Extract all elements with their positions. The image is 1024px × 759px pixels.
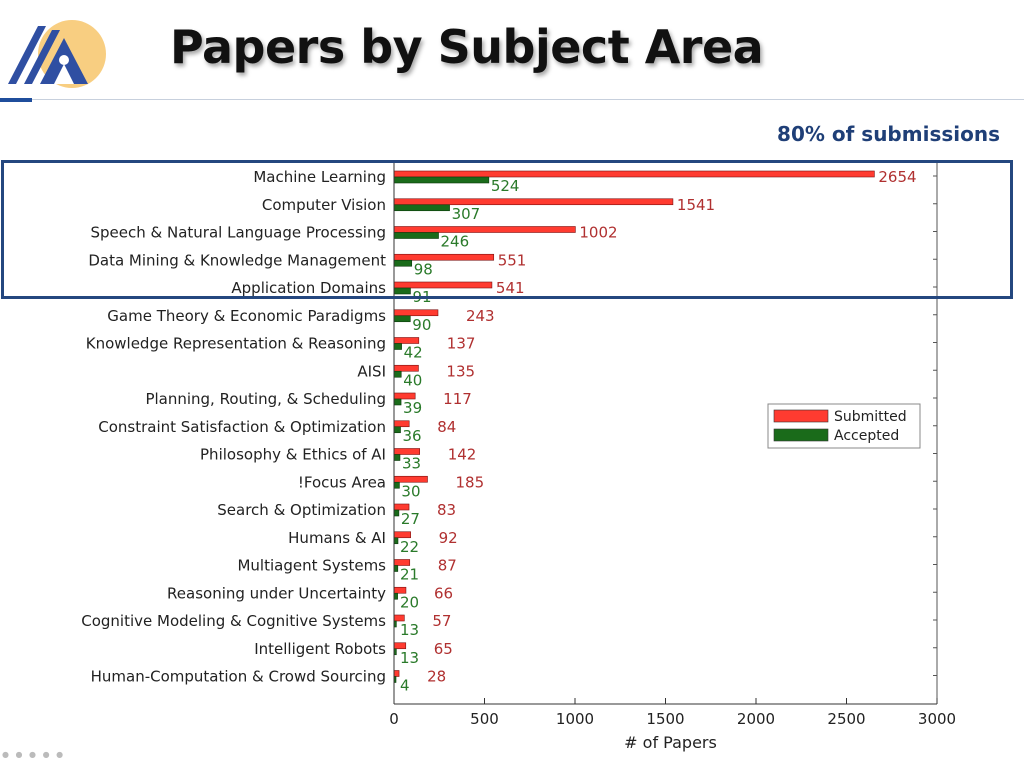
accepted-value-label: 22 (400, 538, 419, 556)
submitted-value-label: 1541 (677, 196, 715, 214)
category-label: Philosophy & Ethics of AI (200, 446, 386, 464)
submitted-value-label: 243 (466, 307, 495, 325)
category-label: Computer Vision (262, 196, 386, 214)
bars (393, 170, 875, 683)
x-tick-label: 1000 (556, 710, 594, 728)
accepted-value-label: 90 (412, 316, 431, 334)
category-label: Reasoning under Uncertainty (167, 584, 386, 602)
x-tick-label: 3000 (918, 710, 956, 728)
aaai-logo (4, 8, 108, 98)
category-label: AISI (357, 362, 386, 380)
submitted-value-label: 65 (434, 640, 453, 658)
accepted-value-label: 30 (401, 482, 420, 500)
title-divider (0, 99, 1024, 100)
accepted-value-label: 98 (414, 260, 433, 278)
submitted-value-label: 92 (439, 529, 458, 547)
category-label: Human-Computation & Crowd Sourcing (91, 668, 386, 686)
accepted-bar (393, 370, 402, 378)
category-label: Machine Learning (253, 168, 386, 186)
accepted-value-label: 40 (403, 371, 422, 389)
submitted-value-label: 84 (437, 418, 456, 436)
accepted-bar (393, 481, 400, 489)
category-label: Speech & Natural Language Processing (91, 224, 386, 242)
x-tick-label: 2000 (737, 710, 775, 728)
accepted-bar (393, 565, 399, 572)
legend-swatch-accepted (773, 428, 829, 442)
submitted-value-label: 66 (434, 584, 453, 602)
category-label: Multiagent Systems (237, 557, 386, 575)
accepted-value-label: 13 (400, 621, 419, 639)
x-tick-label: 2500 (827, 710, 865, 728)
category-label: !Focus Area (298, 473, 386, 491)
submitted-value-label: 28 (427, 668, 446, 686)
accepted-value-label: 307 (452, 205, 481, 223)
submitted-value-label: 541 (496, 279, 525, 297)
submitted-value-label: 142 (448, 446, 477, 464)
legend: Submitted Accepted (767, 403, 921, 449)
accepted-bar (393, 426, 401, 434)
slide-controls[interactable]: ● ● ● ● ● (2, 750, 66, 759)
accepted-value-label: 524 (491, 177, 520, 195)
x-tick-label: 1500 (646, 710, 684, 728)
accepted-bar (393, 315, 411, 323)
accepted-value-label: 13 (400, 649, 419, 667)
legend-swatch-submitted (773, 409, 829, 423)
accepted-value-label: 246 (441, 233, 470, 251)
submitted-bar (393, 670, 400, 677)
x-tick-label: 500 (470, 710, 499, 728)
category-label: Application Domains (231, 279, 386, 297)
submitted-value-label: 2654 (878, 168, 916, 186)
category-label: Humans & AI (288, 529, 386, 547)
accepted-value-label: 21 (400, 566, 419, 584)
category-label: Constraint Satisfaction & Optimization (98, 418, 386, 436)
top-five-highlight-box (1, 160, 1013, 299)
category-labels: Machine Learning Computer Vision Speech & … (81, 168, 386, 686)
accepted-value-label: 33 (402, 455, 421, 473)
submitted-value-label: 185 (455, 473, 484, 491)
x-tick-label: 0 (389, 710, 399, 728)
submitted-value-label: 135 (446, 362, 475, 380)
accepted-bar (393, 343, 402, 350)
accepted-bar (393, 592, 398, 600)
accepted-value-label: 42 (404, 344, 423, 362)
accepted-value-label: 36 (403, 427, 422, 445)
category-label: Planning, Routing, & Scheduling (145, 390, 386, 408)
submitted-value-label: 117 (443, 390, 472, 408)
category-label: Search & Optimization (217, 501, 386, 519)
submitted-value-label: 83 (437, 501, 456, 519)
accepted-value-label: 27 (401, 510, 420, 528)
category-label: Data Mining & Knowledge Management (88, 251, 386, 269)
accepted-bar (393, 398, 402, 406)
axes: 0 500 1000 1500 2000 2500 3000 # of Papers (389, 162, 956, 752)
submitted-value-label: 137 (447, 335, 476, 353)
category-label: Intelligent Robots (254, 640, 386, 658)
accepted-bar (393, 537, 399, 545)
accepted-bar (393, 454, 401, 461)
legend-label-accepted: Accepted (834, 428, 899, 444)
category-label: Cognitive Modeling & Cognitive Systems (81, 612, 386, 630)
callout-text: 80% of submissions (777, 122, 1000, 146)
value-labels: 2654524154130710022465519854191243901374… (400, 168, 917, 695)
submitted-value-label: 57 (432, 612, 451, 630)
accepted-value-label: 4 (400, 677, 410, 695)
submitted-value-label: 551 (498, 251, 527, 269)
slide-title: Papers by Subject Area (170, 20, 764, 74)
submitted-value-label: 1002 (579, 224, 617, 242)
submitted-value-label: 87 (438, 557, 457, 575)
accepted-value-label: 39 (403, 399, 422, 417)
category-label: Game Theory & Economic Paradigms (107, 307, 386, 325)
x-axis-label: # of Papers (624, 733, 717, 752)
corner-accent (0, 98, 32, 102)
legend-label-submitted: Submitted (834, 409, 907, 425)
accepted-value-label: 20 (400, 593, 419, 611)
category-label: Knowledge Representation & Reasoning (86, 335, 386, 353)
accepted-bar (393, 509, 400, 517)
